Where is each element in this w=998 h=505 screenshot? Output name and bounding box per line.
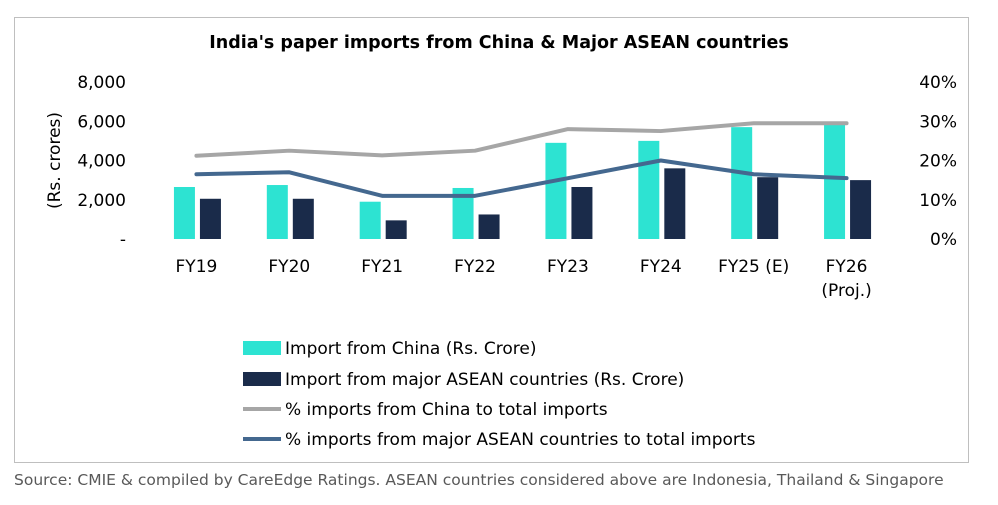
x-tick-label: FY25 (E) bbox=[718, 257, 789, 277]
x-tick-label: FY20 bbox=[268, 257, 310, 277]
source-note: Source: CMIE & compiled by CareEdge Rati… bbox=[14, 471, 944, 489]
bar-china bbox=[266, 185, 288, 239]
bar-asean bbox=[385, 220, 407, 239]
bar-china bbox=[359, 201, 381, 239]
bar-asean bbox=[850, 180, 872, 239]
x-tick-label: FY22 bbox=[454, 257, 496, 277]
legend-swatch bbox=[243, 341, 281, 355]
bar-asean bbox=[571, 186, 593, 239]
y-tick-label: 2,000 bbox=[77, 191, 126, 211]
bar-asean bbox=[199, 198, 221, 239]
bar-asean bbox=[292, 198, 314, 239]
y-tick-label: 8,000 bbox=[77, 73, 126, 93]
legend-swatch bbox=[243, 372, 281, 386]
y2-tick-label: 0% bbox=[930, 230, 957, 250]
y2-tick-label: 40% bbox=[919, 73, 957, 93]
legend-label: % imports from major ASEAN countries to … bbox=[285, 430, 756, 450]
y2-tick-label: 10% bbox=[919, 191, 957, 211]
x-tick-label: FY21 bbox=[361, 257, 403, 277]
line-asean-share bbox=[194, 158, 849, 198]
y-axis-title: (Rs. crores) bbox=[45, 112, 65, 209]
y-tick-label: 4,000 bbox=[77, 152, 126, 172]
x-tick-label: FY26 bbox=[826, 257, 868, 277]
y-tick-label: 6,000 bbox=[77, 112, 126, 132]
x-tick-label: FY19 bbox=[176, 257, 218, 277]
y2-tick-label: 30% bbox=[919, 112, 957, 132]
x-tick-label: FY23 bbox=[547, 257, 589, 277]
bar-china bbox=[545, 142, 567, 239]
legend-label: Import from major ASEAN countries (Rs. C… bbox=[285, 370, 684, 390]
bar-asean bbox=[757, 177, 779, 239]
x-tick-label: (Proj.) bbox=[821, 281, 871, 301]
bar-china bbox=[452, 187, 474, 239]
bar-asean bbox=[664, 168, 686, 239]
bar-asean bbox=[478, 214, 500, 239]
legend-label: % imports from China to total imports bbox=[285, 400, 608, 420]
bar-china bbox=[824, 124, 846, 239]
bar-china bbox=[173, 186, 195, 239]
y-tick-label: - bbox=[120, 230, 126, 250]
chart-frame bbox=[14, 17, 969, 463]
line-china-share bbox=[194, 121, 849, 158]
y2-tick-label: 20% bbox=[919, 152, 957, 172]
x-tick-label: FY24 bbox=[640, 257, 682, 277]
chart-title: India's paper imports from China & Major… bbox=[209, 33, 789, 53]
legend-label: Import from China (Rs. Crore) bbox=[285, 339, 536, 359]
bar-china bbox=[731, 127, 753, 239]
bar-china bbox=[638, 140, 660, 239]
